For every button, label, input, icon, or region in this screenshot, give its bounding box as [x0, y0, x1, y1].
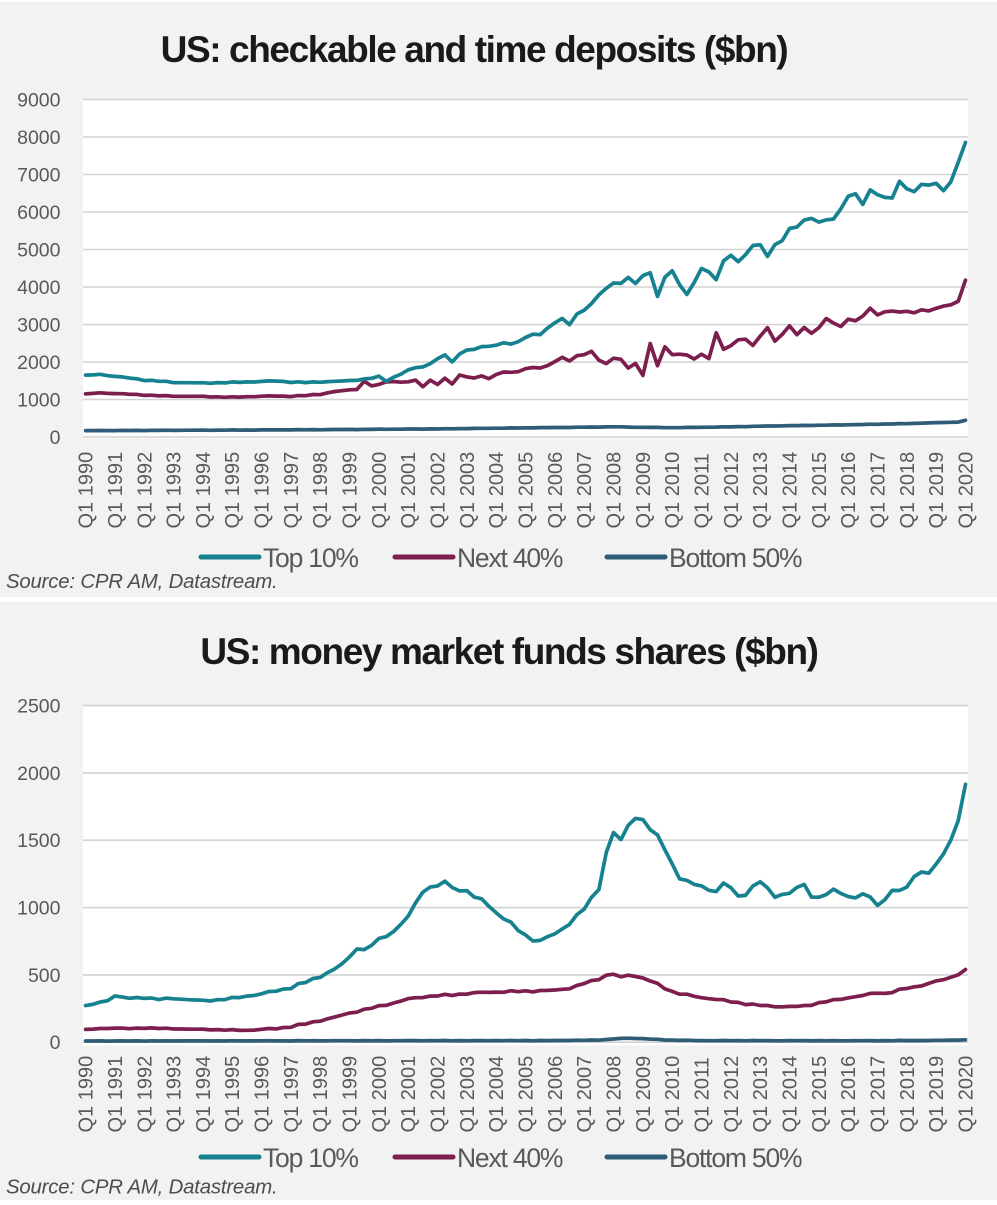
svg-text:Q1 2005: Q1 2005 [516, 1056, 538, 1133]
svg-text:Q1 1991: Q1 1991 [105, 452, 127, 529]
svg-text:Q1 2019: Q1 2019 [926, 1056, 948, 1133]
svg-text:Q1 2018: Q1 2018 [897, 452, 919, 529]
svg-text:Q1 2013: Q1 2013 [750, 452, 772, 529]
svg-text:Q1 1998: Q1 1998 [310, 452, 332, 529]
svg-text:Q1 2000: Q1 2000 [369, 1056, 391, 1133]
svg-text:2000: 2000 [17, 352, 61, 374]
svg-text:Q1 2010: Q1 2010 [662, 1056, 684, 1133]
svg-text:Q1 2016: Q1 2016 [838, 452, 860, 529]
svg-text:Bottom 50%: Bottom 50% [669, 1143, 802, 1173]
svg-text:5000: 5000 [17, 240, 61, 262]
svg-text:Q1 2004: Q1 2004 [486, 452, 508, 529]
svg-text:Q1 1996: Q1 1996 [252, 1056, 274, 1133]
svg-text:Q1 1992: Q1 1992 [134, 452, 156, 529]
svg-text:Q1 2009: Q1 2009 [633, 1056, 655, 1133]
svg-text:Top 10%: Top 10% [263, 1143, 358, 1173]
svg-text:1000: 1000 [17, 898, 61, 920]
svg-text:Q1 2011: Q1 2011 [692, 453, 714, 528]
svg-text:Q1 2014: Q1 2014 [780, 452, 802, 529]
svg-text:0: 0 [50, 1032, 61, 1054]
svg-text:Bottom 50%: Bottom 50% [669, 543, 802, 573]
svg-text:Q1 2017: Q1 2017 [868, 452, 890, 529]
svg-text:Q1 2002: Q1 2002 [428, 1056, 450, 1133]
svg-text:Q1 2007: Q1 2007 [574, 1056, 596, 1133]
svg-text:Q1 2009: Q1 2009 [633, 452, 655, 529]
svg-text:Q1 1997: Q1 1997 [281, 452, 303, 529]
svg-text:Q1 2016: Q1 2016 [838, 1056, 860, 1133]
svg-text:Q1 2011: Q1 2011 [692, 1057, 714, 1132]
svg-text:Q1 1999: Q1 1999 [340, 452, 362, 529]
svg-text:Q1 2001: Q1 2001 [398, 452, 420, 529]
svg-text:Q1 1995: Q1 1995 [222, 1056, 244, 1133]
svg-text:Q1 1998: Q1 1998 [310, 1056, 332, 1133]
svg-text:Q1 2007: Q1 2007 [574, 452, 596, 529]
svg-text:Q1 2015: Q1 2015 [809, 452, 831, 529]
svg-text:Q1 1994: Q1 1994 [193, 1056, 215, 1133]
svg-text:3000: 3000 [17, 315, 61, 337]
svg-text:Q1 1995: Q1 1995 [222, 452, 244, 529]
svg-text:Q1 2006: Q1 2006 [545, 1056, 567, 1133]
svg-text:Q1 1993: Q1 1993 [164, 452, 186, 529]
svg-text:Source: CPR AM, Datastream.: Source: CPR AM, Datastream. [6, 571, 277, 593]
svg-text:Q1 1994: Q1 1994 [193, 452, 215, 529]
svg-text:Q1 1997: Q1 1997 [281, 1056, 303, 1133]
svg-text:Next 40%: Next 40% [457, 543, 563, 573]
svg-text:Q1 2008: Q1 2008 [604, 452, 626, 529]
svg-text:US: money market funds shares: US: money market funds shares ($bn) [200, 631, 817, 672]
svg-text:Q1 1993: Q1 1993 [164, 1056, 186, 1133]
svg-text:Source: CPR AM, Datastream.: Source: CPR AM, Datastream. [6, 1177, 277, 1199]
svg-text:0: 0 [50, 427, 61, 449]
svg-text:Top 10%: Top 10% [263, 543, 358, 573]
svg-text:Q1 2020: Q1 2020 [956, 1056, 978, 1133]
svg-text:Q1 2018: Q1 2018 [897, 1056, 919, 1133]
svg-text:Q1 2005: Q1 2005 [516, 452, 538, 529]
svg-text:1000: 1000 [17, 390, 61, 412]
svg-text:Q1 2017: Q1 2017 [868, 1056, 890, 1133]
svg-text:Q1 2000: Q1 2000 [369, 452, 391, 529]
svg-text:Q1 2001: Q1 2001 [398, 1056, 420, 1133]
svg-text:Next 40%: Next 40% [457, 1143, 563, 1173]
svg-text:Q1 1990: Q1 1990 [76, 452, 98, 529]
svg-text:4000: 4000 [17, 277, 61, 299]
svg-text:Q1 2012: Q1 2012 [721, 1056, 743, 1133]
svg-text:2500: 2500 [17, 696, 61, 718]
svg-text:Q1 2002: Q1 2002 [428, 452, 450, 529]
svg-text:Q1 2012: Q1 2012 [721, 452, 743, 529]
svg-text:Q1 2003: Q1 2003 [457, 452, 479, 529]
svg-text:2000: 2000 [17, 763, 61, 785]
svg-text:Q1 1996: Q1 1996 [252, 452, 274, 529]
svg-text:Q1 2019: Q1 2019 [926, 452, 948, 529]
svg-text:Q1 2015: Q1 2015 [809, 1056, 831, 1133]
svg-text:Q1 1999: Q1 1999 [340, 1056, 362, 1133]
svg-text:1500: 1500 [17, 830, 61, 852]
svg-text:Q1 1992: Q1 1992 [134, 1056, 156, 1133]
svg-text:Q1 2004: Q1 2004 [486, 1056, 508, 1133]
svg-text:Q1 2013: Q1 2013 [750, 1056, 772, 1133]
svg-text:Q1 1990: Q1 1990 [76, 1056, 98, 1133]
svg-text:500: 500 [28, 965, 61, 987]
svg-text:Q1 2003: Q1 2003 [457, 1056, 479, 1133]
svg-text:Q1 2014: Q1 2014 [780, 1056, 802, 1133]
svg-text:8000: 8000 [17, 127, 61, 149]
svg-text:Q1 2010: Q1 2010 [662, 452, 684, 529]
svg-text:9000: 9000 [17, 90, 61, 112]
svg-text:Q1 2008: Q1 2008 [604, 1056, 626, 1133]
svg-text:US: checkable and time deposit: US: checkable and time deposits ($bn) [161, 29, 788, 70]
svg-text:7000: 7000 [17, 165, 61, 187]
svg-text:Q1 2006: Q1 2006 [545, 452, 567, 529]
svg-text:6000: 6000 [17, 202, 61, 224]
svg-text:Q1 1991: Q1 1991 [105, 1056, 127, 1133]
svg-text:Q1 2020: Q1 2020 [956, 452, 978, 529]
